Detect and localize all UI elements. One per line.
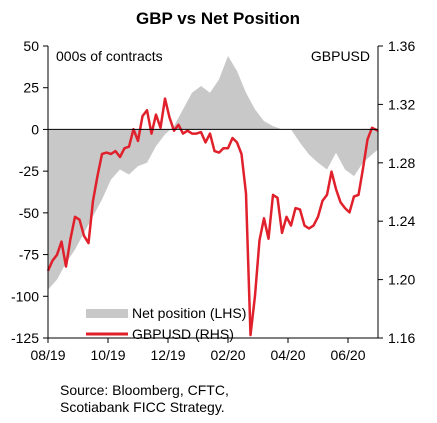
- left-tick-label: 25: [23, 80, 39, 96]
- chart: GBP vs Net Position 50 25 0 -25 -50 -75 -100 -1…: [11, 9, 415, 363]
- x-tick-label: 02/20: [210, 347, 245, 363]
- x-axis-ticks: 08/19 10/19 12/19 02/20 04/20 06/20: [30, 338, 366, 363]
- x-tick-label: 10/19: [90, 347, 125, 363]
- left-axis-unit: 000s of contracts: [56, 48, 163, 64]
- legend-label-net-position: Net position (LHS): [132, 305, 246, 321]
- left-tick-label: 50: [23, 38, 39, 54]
- right-tick-label: 1.28: [388, 155, 415, 171]
- left-tick-label: -50: [19, 205, 39, 221]
- right-tick-label: 1.20: [388, 272, 415, 288]
- source-line-1: Source: Bloomberg, CFTC,: [60, 382, 229, 398]
- net-position-area: [48, 56, 378, 290]
- right-tick-label: 1.36: [388, 38, 415, 54]
- x-tick-label: 06/20: [330, 347, 365, 363]
- gbpusd-line: [46, 97, 379, 337]
- right-axis-unit: GBPUSD: [311, 48, 370, 64]
- x-tick-label: 04/20: [270, 347, 305, 363]
- source-line-2: Scotiabank FICC Strategy.: [60, 399, 225, 415]
- right-axis-ticks: 1.36 1.32 1.28 1.24 1.20 1.16: [378, 38, 415, 346]
- legend: Net position (LHS) GBPUSD (RHS): [86, 305, 246, 342]
- source-note: Source: Bloomberg, CFTC, Scotiabank FICC…: [60, 382, 229, 416]
- x-tick-label: 12/19: [150, 347, 185, 363]
- left-tick-label: -100: [11, 288, 39, 304]
- series-layer: [46, 56, 379, 337]
- right-tick-label: 1.16: [388, 330, 415, 346]
- legend-swatch-net-position: [86, 309, 128, 318]
- legend-label-gbpusd: GBPUSD (RHS): [132, 326, 234, 342]
- left-tick-label: -25: [19, 163, 39, 179]
- x-tick-label: 08/19: [30, 347, 65, 363]
- left-tick-label: -125: [11, 330, 39, 346]
- left-axis-ticks: 50 25 0 -25 -50 -75 -100 -125: [11, 38, 48, 346]
- left-tick-label: -75: [19, 247, 39, 263]
- left-tick-label: 0: [31, 121, 39, 137]
- right-tick-label: 1.32: [388, 96, 415, 112]
- chart-title: GBP vs Net Position: [136, 9, 300, 28]
- right-tick-label: 1.24: [388, 213, 415, 229]
